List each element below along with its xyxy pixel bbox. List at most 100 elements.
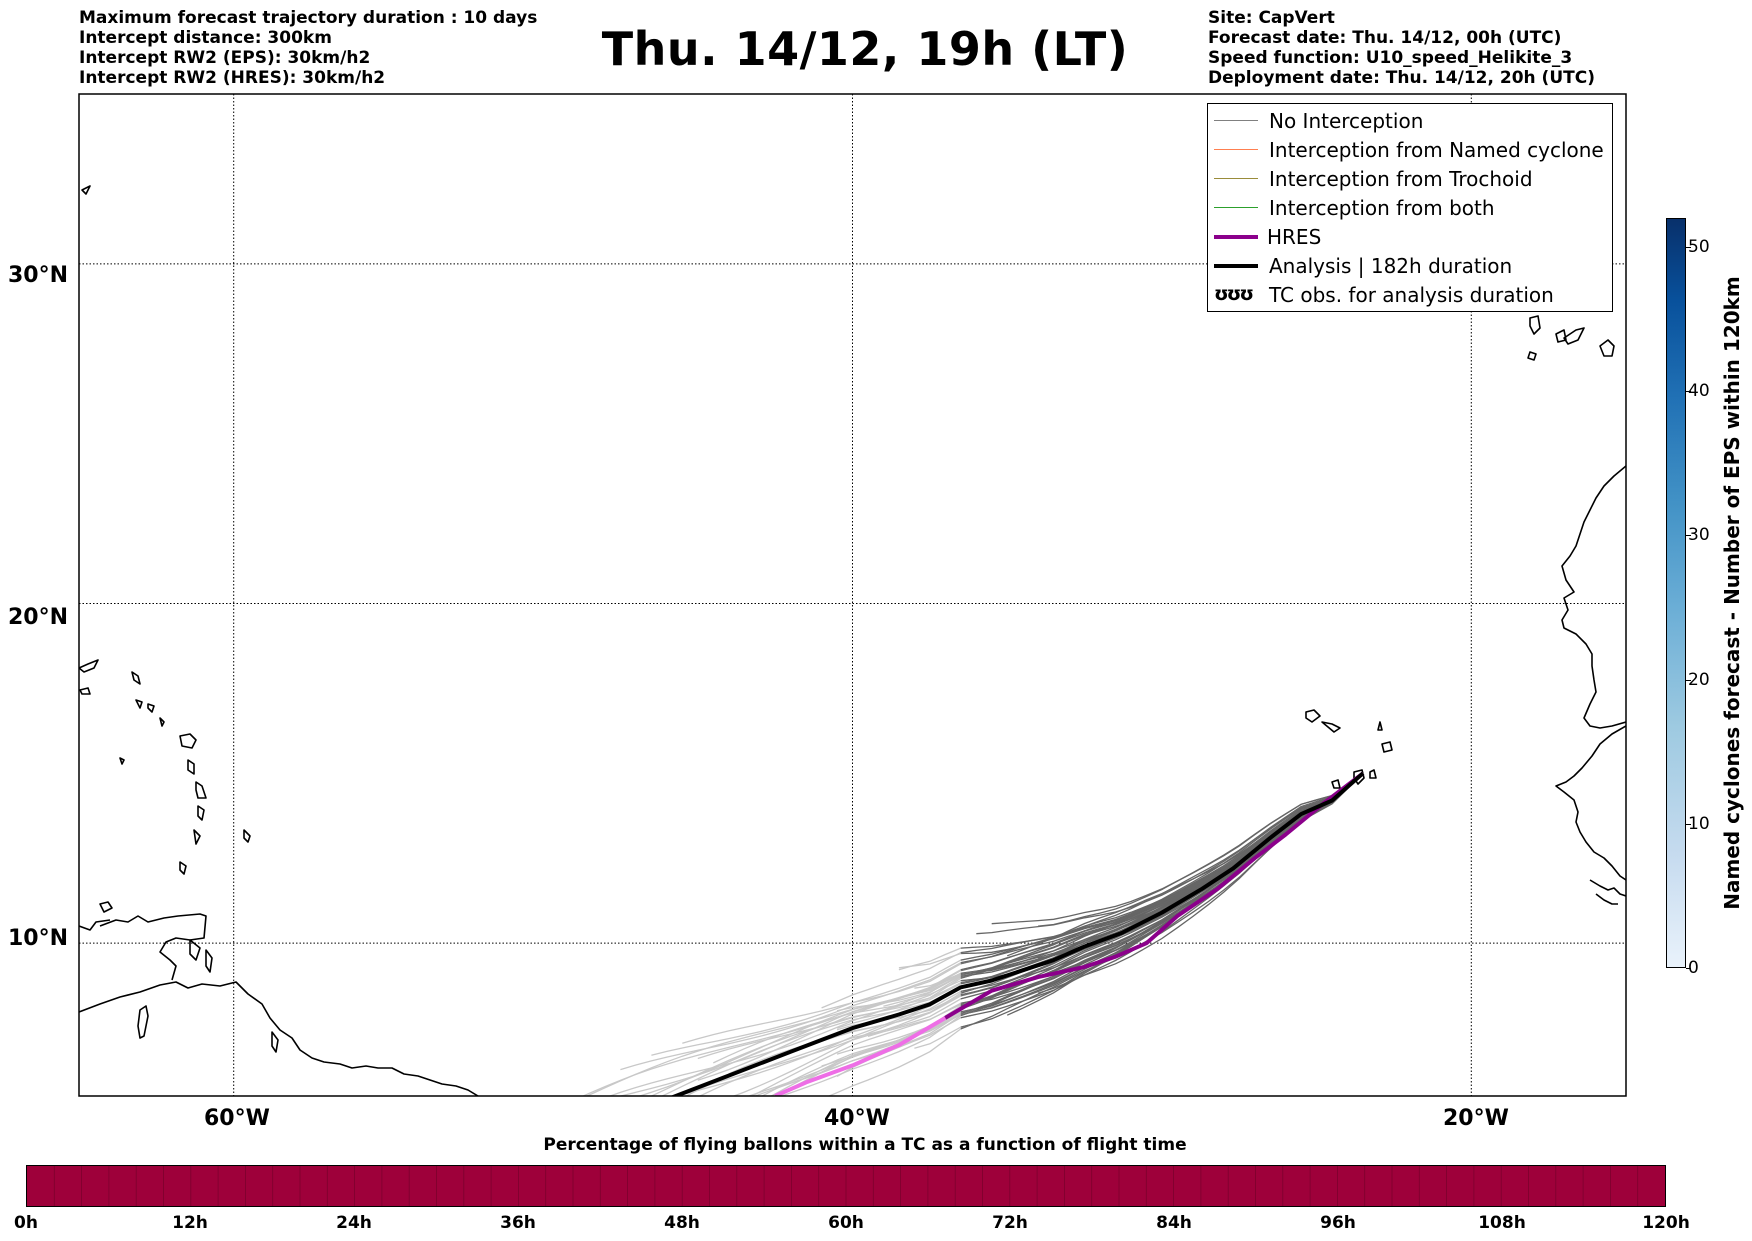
canary-island-a: [1529, 315, 1541, 335]
max-duration-text: Maximum forecast trajectory duration : 1…: [79, 8, 538, 28]
antilles-island-k: [179, 861, 187, 875]
canary-island-d: [1599, 339, 1615, 357]
cape-verde-fogo: [1331, 779, 1341, 789]
site-info: Site: CapVert Forecast date: Thu. 14/12,…: [1208, 8, 1595, 88]
flight-time-tick-label: 96h: [1320, 1213, 1356, 1233]
eps-colorbar-tick-mark: [1686, 246, 1691, 248]
africa-coast: [1561, 465, 1626, 729]
eps-colorbar-tick-mark: [1686, 968, 1691, 969]
site-text: Site: CapVert: [1208, 8, 1335, 28]
antilles-island-g: [187, 759, 195, 775]
intercept-distance-text: Intercept distance: 300km: [79, 28, 332, 48]
legend-label: No Interception: [1269, 109, 1424, 133]
ensemble-track-late: [675, 982, 977, 1096]
antilles-island-l: [243, 829, 251, 843]
eps-colorbar-tick-mark: [1686, 679, 1691, 681]
lon-label-60w: 60°W: [204, 1106, 270, 1131]
bermuda: [81, 185, 91, 195]
legend-item-trochoid: Interception from Trochoid: [1208, 165, 1612, 193]
legend-swatch: [1214, 178, 1258, 179]
tc-symbol-icon: ʊʊʊ: [1214, 283, 1254, 305]
lon-label-40w: 40°W: [824, 1106, 890, 1131]
lat-label-10n: 10°N: [8, 926, 69, 951]
flight-time-tick-label: 12h: [172, 1213, 208, 1233]
island-1: [137, 1005, 149, 1039]
ensemble-track: [991, 772, 1364, 925]
legend-item-analysis: Analysis | 182h duration: [1208, 252, 1612, 280]
island-5: [189, 939, 201, 961]
island-3: [205, 949, 213, 973]
coastlines: [79, 185, 1626, 1096]
lon-label-20w: 20°W: [1443, 1106, 1509, 1131]
cape-verde-santo-antao: [1305, 709, 1321, 723]
flight-time-tick-label: 108h: [1478, 1213, 1526, 1233]
ensemble-track-late: [651, 956, 977, 1056]
forecast-date-text: Forecast date: Thu. 14/12, 00h (UTC): [1208, 28, 1562, 48]
ensemble-track: [960, 772, 1364, 954]
antilles-island-j: [193, 829, 201, 845]
hres-track-late: [774, 1016, 947, 1096]
ensemble-track-late: [746, 1000, 977, 1096]
intercept-hres-text: Intercept RW2 (HRES): 30km/h2: [79, 68, 386, 88]
ensemble-track-late: [698, 994, 977, 1096]
eps-colorbar-tick-label: 30: [1688, 525, 1710, 546]
legend-label: HRES: [1267, 225, 1322, 249]
bissagos-islands: [1589, 879, 1626, 897]
flight-time-colorbar-segments: [27, 1166, 1665, 1206]
flight-time-tick-label: 0h: [14, 1213, 38, 1233]
antilles-island-c: [131, 671, 141, 685]
antilles-island-f: [179, 733, 197, 749]
legend-item-named-cyclone: Interception from Named cyclone: [1208, 136, 1612, 164]
flight-time-tick-label: 60h: [828, 1213, 864, 1233]
legend-swatch: [1214, 149, 1258, 150]
cape-verde-maio: [1369, 769, 1377, 779]
ensemble-track-late: [732, 987, 977, 1096]
lat-label-30n: 30°N: [8, 263, 69, 288]
legend-label: TC obs. for analysis duration: [1269, 283, 1554, 307]
ensemble-track: [960, 772, 1364, 964]
antilles-island-b: [79, 687, 91, 695]
ensemble-track-late: [697, 972, 977, 1060]
flight-time-tick-label: 120h: [1642, 1213, 1690, 1233]
antilles-island-h: [195, 781, 207, 799]
hres-track: [944, 771, 1365, 1020]
island-4: [99, 901, 113, 913]
flight-time-tick-label: 24h: [336, 1213, 372, 1233]
ensemble-track-late: [836, 973, 977, 1029]
antilles-island-i: [197, 805, 205, 821]
flight-time-colorbar-title: Percentage of flying ballons within a TC…: [543, 1135, 1187, 1155]
legend-swatch: [1214, 207, 1258, 208]
legend-label: Interception from both: [1269, 196, 1495, 220]
eps-colorbar-tick-label: 0: [1688, 958, 1699, 978]
ensemble-track: [976, 772, 1364, 935]
africa-coast-south: [1555, 725, 1626, 881]
legend-item-tc-obs: ʊʊʊ TC obs. for analysis duration: [1208, 281, 1612, 309]
flight-time-colorbar: [26, 1165, 1666, 1207]
eps-colorbar-tick-mark: [1686, 823, 1691, 825]
cape-verde-sal: [1377, 721, 1383, 731]
ensemble-track-late: [620, 959, 977, 1071]
africa-islets: [1595, 893, 1618, 905]
map-frame: [78, 93, 1627, 1097]
canary-island-c: [1563, 327, 1585, 345]
antilles-island-a: [79, 659, 99, 673]
antilles-island-m: [159, 717, 165, 727]
legend-label: Interception from Named cyclone: [1269, 138, 1604, 162]
eps-colorbar-tick-label: 50: [1688, 236, 1710, 257]
ensemble-track-late: [650, 980, 977, 1096]
trinidad-coast: [99, 913, 207, 981]
ensemble-track-late: [682, 959, 977, 1044]
analysis-track: [670, 771, 1365, 1096]
speed-function-text: Speed function: U10_speed_Helikite_3: [1208, 48, 1573, 68]
deployment-date-text: Deployment date: Thu. 14/12, 20h (UTC): [1208, 68, 1595, 88]
ensemble-track-late: [821, 949, 977, 1009]
canary-island-e: [1527, 351, 1537, 361]
trajectory-tracks: [581, 771, 1365, 1096]
eps-colorbar-tick-label: 20: [1688, 669, 1710, 690]
flight-time-tick-label: 36h: [500, 1213, 536, 1233]
cape-verde-sao-vicente: [1321, 721, 1341, 733]
ensemble-track-late: [827, 1021, 977, 1096]
antilles-island-d: [135, 699, 143, 709]
eps-colorbar-tick-label: 40: [1688, 381, 1710, 402]
